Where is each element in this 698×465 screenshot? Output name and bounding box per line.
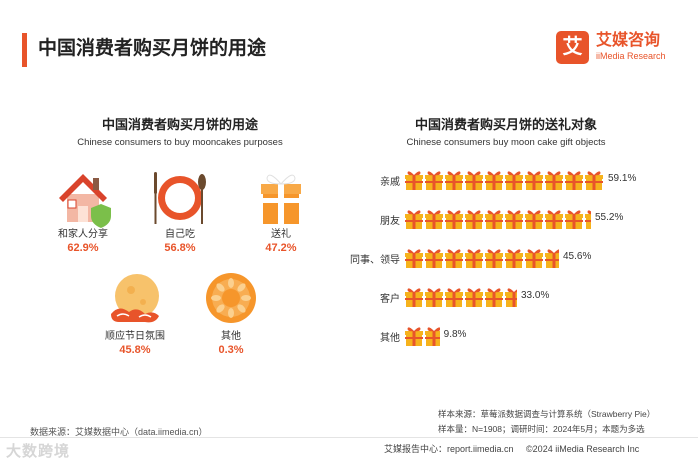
category-label: 客户 [380, 294, 400, 305]
purpose-item-family: 和家人分享 62.9% [38, 168, 128, 255]
bar-row: 亲戚 59.1% [350, 168, 690, 192]
purpose-item-gift: 送礼 47.2% [236, 168, 326, 255]
purpose-value: 45.8% [119, 344, 151, 356]
footer: 艾媒报告中心：report.iimedia.cn ©2024 iiMedia R… [384, 442, 649, 455]
purpose-value: 62.9% [67, 242, 99, 254]
purpose-item-self: 自己吃 56.8% [135, 168, 225, 255]
category-label: 朋友 [380, 216, 400, 227]
bar-row: 朋友 55.2% [350, 207, 690, 231]
purpose-value: 0.3% [218, 344, 244, 356]
purpose-item-festive: 顺应节日氛围 45.8% [90, 270, 180, 357]
purpose-label: 自己吃 [165, 229, 195, 240]
category-label: 同事、领导 [350, 255, 400, 266]
value-label: 9.8% [443, 329, 467, 340]
value-label: 33.0% [521, 290, 550, 301]
plate-icon [154, 172, 206, 224]
report-center-link[interactable]: 艾媒报告中心：report.iimedia.cn [384, 444, 514, 454]
chart-subtitle: Chinese consumers buy moon cake gift obj… [406, 137, 606, 148]
logo-mark: 艾 [556, 31, 589, 64]
purpose-label: 其他 [221, 331, 241, 342]
gift-bar [405, 171, 603, 190]
category-label: 其他 [380, 333, 400, 344]
purposes-subtitle: Chinese consumers to buy mooncakes purpo… [77, 137, 283, 148]
purpose-label: 送礼 [271, 229, 291, 240]
gift-recipient-chart: 亲戚 59.1% 朋友 55.2% 同事、领导 45.6% 客户 33.0% 其他 9.8% [350, 160, 690, 360]
category-label: 亲戚 [380, 177, 400, 188]
bar-row: 其他 9.8% [350, 324, 690, 348]
purpose-value: 56.8% [164, 242, 196, 254]
logo-en-text: iiMedia Research [596, 51, 666, 61]
purpose-label: 顺应节日氛围 [105, 331, 165, 342]
data-source: 数据来源：艾媒数据中心（data.iimedia.cn） [30, 427, 208, 437]
bar-row: 客户 33.0% [350, 285, 690, 309]
value-label: 55.2% [595, 212, 624, 223]
gift-bar [405, 327, 440, 346]
copyright: ©2024 iiMedia Research Inc [526, 444, 640, 454]
sample-source: 样本来源：草莓派数据调查与计算系统（Strawberry Pie） [438, 409, 656, 419]
purpose-label: 和家人分享 [58, 229, 108, 240]
value-label: 45.6% [563, 251, 592, 262]
gift-box-icon [261, 174, 301, 224]
footer-divider [0, 437, 698, 438]
chart-title: 中国消费者购买月饼的送礼对象 [414, 117, 597, 132]
gift-bar [405, 288, 517, 307]
value-label: 59.1% [608, 173, 637, 184]
gift-bar [405, 249, 559, 268]
watermark: 大数跨境 [6, 443, 71, 460]
iimedia-logo: 艾 艾媒咨询 iiMedia Research [556, 31, 686, 67]
mooncake-icon [206, 273, 256, 323]
purpose-item-other: 其他 0.3% [186, 270, 276, 357]
house-icon [59, 174, 111, 228]
logo-cn-text: 艾媒咨询 [596, 32, 661, 49]
purposes-title: 中国消费者购买月饼的用途 [101, 117, 258, 132]
title-accent-bar [22, 33, 27, 67]
page-title: 中国消费者购买月饼的用途 [38, 38, 267, 59]
purpose-value: 47.2% [265, 242, 297, 254]
moon-icon [111, 274, 159, 323]
sample-size: 样本量：N=1908；调研时间：2024年5月；本题为多选 [438, 424, 645, 434]
bar-row: 同事、领导 45.6% [350, 246, 690, 270]
gift-bar [405, 210, 591, 229]
